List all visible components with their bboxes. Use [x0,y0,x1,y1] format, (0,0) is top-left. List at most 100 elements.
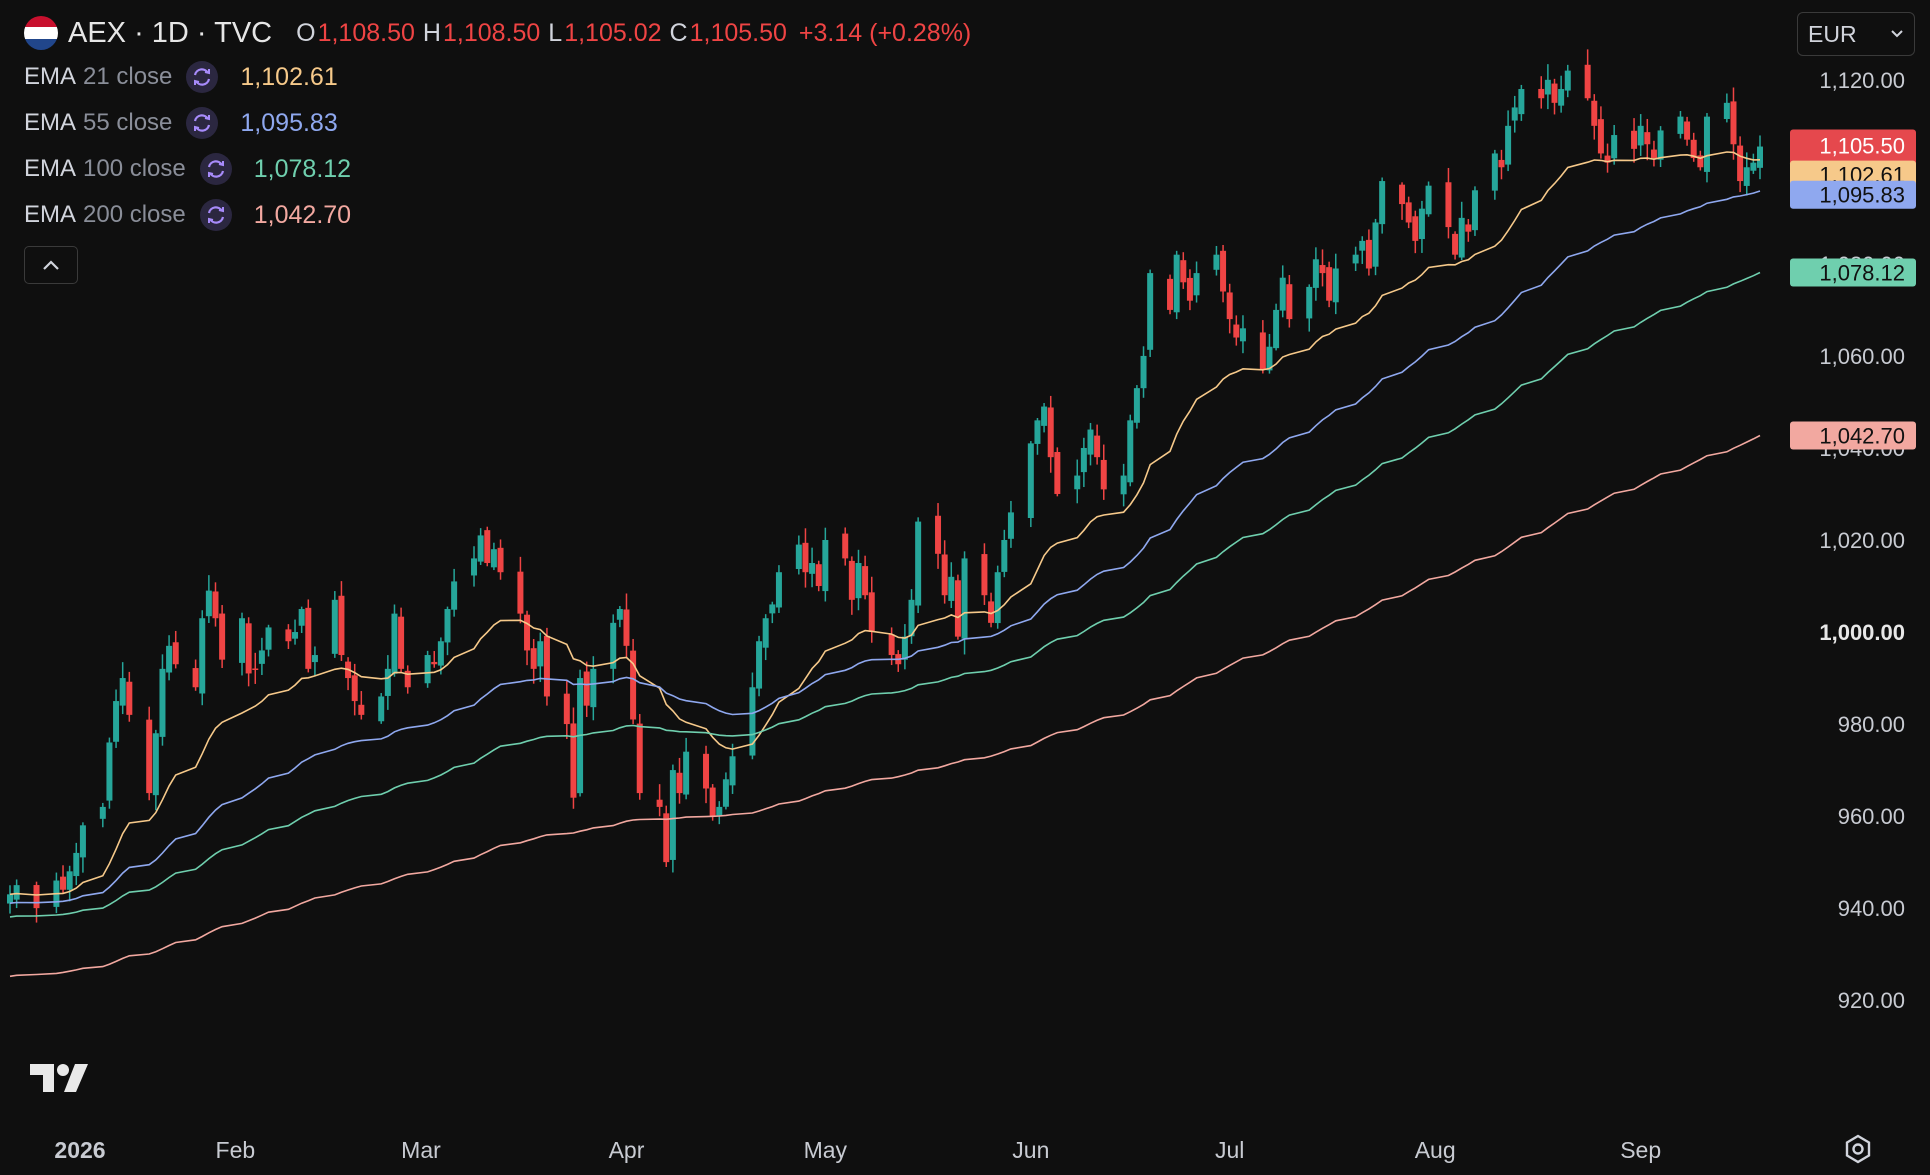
candle [79,822,86,873]
candle [1631,118,1638,163]
ema-legend-row[interactable]: EMA 200 close 1,042.70 [24,192,971,238]
open-label: O [296,18,316,47]
refresh-icon[interactable] [186,61,219,93]
candle [583,661,590,717]
candle [205,575,212,623]
candle [1173,250,1180,320]
refresh-icon[interactable] [186,107,219,139]
candle [192,659,199,691]
candle [484,526,491,567]
candle [391,604,398,677]
indicator-value: 1,102.61 [240,62,338,91]
candle [7,885,13,914]
candle [106,737,113,809]
indicator-name: EMA [24,109,77,136]
change-value: +3.14 (+0.28%) [798,18,972,47]
candle [1723,93,1730,123]
candle [795,535,802,575]
candle [159,654,166,746]
x-tick-label: Jun [1012,1137,1049,1163]
candle [358,691,365,720]
candle [471,546,478,587]
candle [1220,244,1227,303]
candle [1319,249,1326,287]
candle [623,593,630,658]
candle [915,517,922,614]
high-value: 1,108.50 [442,18,541,47]
candle [258,637,265,676]
candle [809,547,816,588]
candle [703,745,710,804]
candle [901,624,908,670]
refresh-icon[interactable] [199,153,232,185]
candle [1703,113,1710,183]
candle [954,574,961,640]
chart-settings-button[interactable] [1842,1133,1874,1170]
candle [113,689,120,748]
candle [1359,236,1366,264]
candle [1054,447,1061,497]
svg-text:1,078.12: 1,078.12 [1819,261,1905,286]
time-axis[interactable]: 2026 Feb Mar Apr May Jun Jul Aug Sep [54,1137,1661,1163]
candle [66,865,73,902]
candle [994,565,1001,629]
refresh-icon[interactable] [199,199,232,231]
collapse-legend-button[interactable] [24,246,78,284]
symbol-header[interactable]: AEX · 1D · TVC O 1,108.50 H 1,108.50 L 1… [24,12,971,54]
candle [656,784,663,817]
low-label: L [548,18,563,47]
candle [1180,252,1187,289]
candle [490,542,497,571]
indicator-name: EMA [24,155,77,182]
candle [245,617,252,687]
candle [285,624,292,649]
x-tick-label: Apr [609,1137,645,1163]
ema-legend-row[interactable]: EMA 55 close 1,095.83 [24,100,971,146]
candle [1074,459,1081,504]
candle [1611,124,1618,165]
indicator-value: 1,042.70 [253,200,352,229]
candle [497,539,504,580]
candle [1657,126,1664,168]
candle [756,635,763,697]
candle [709,784,716,821]
currency-select[interactable]: EUR [1797,12,1915,56]
candle [1750,153,1757,174]
open-value: 1,108.50 [317,18,415,47]
indicator-params: 55 close [83,109,173,136]
indicator-name: EMA [24,201,77,228]
symbol-title[interactable]: AEX · 1D · TVC [68,16,273,49]
candle [1538,76,1545,109]
ema-legend-row[interactable]: EMA 21 close 1,102.61 [24,54,971,100]
candle [862,555,869,600]
candle [1445,167,1452,239]
candle [842,527,849,566]
candle [152,729,159,811]
candle [1379,177,1386,234]
candle [530,639,537,684]
ema-lines [9,151,1761,978]
candle [378,693,385,724]
candle [252,652,259,684]
y-tick-label: 920.00 [1838,988,1905,1013]
indicator-params: 100 close [83,155,186,182]
candle [126,671,133,722]
candle [1558,75,1565,113]
tradingview-logo[interactable] [30,1062,90,1099]
candle [119,662,126,715]
candle [1140,346,1147,398]
price-axis[interactable]: 920.00 940.00 960.00 980.00 1,000.00 1,020.00… [1819,68,1905,1013]
candle [1399,182,1406,220]
price-tags: 1,105.5006:58:551,102.611,095.831,078.12… [1790,129,1916,450]
ema-legend-row[interactable]: EMA 100 close 1,078.12 [24,146,971,192]
candle [537,632,544,683]
gear-icon [1845,1134,1871,1164]
candle [1007,500,1014,548]
candle [1233,315,1240,346]
candle [199,610,206,706]
candle [1239,315,1246,354]
candle [1312,247,1319,301]
candle [1100,444,1107,500]
low-value: 1,105.02 [564,18,662,47]
